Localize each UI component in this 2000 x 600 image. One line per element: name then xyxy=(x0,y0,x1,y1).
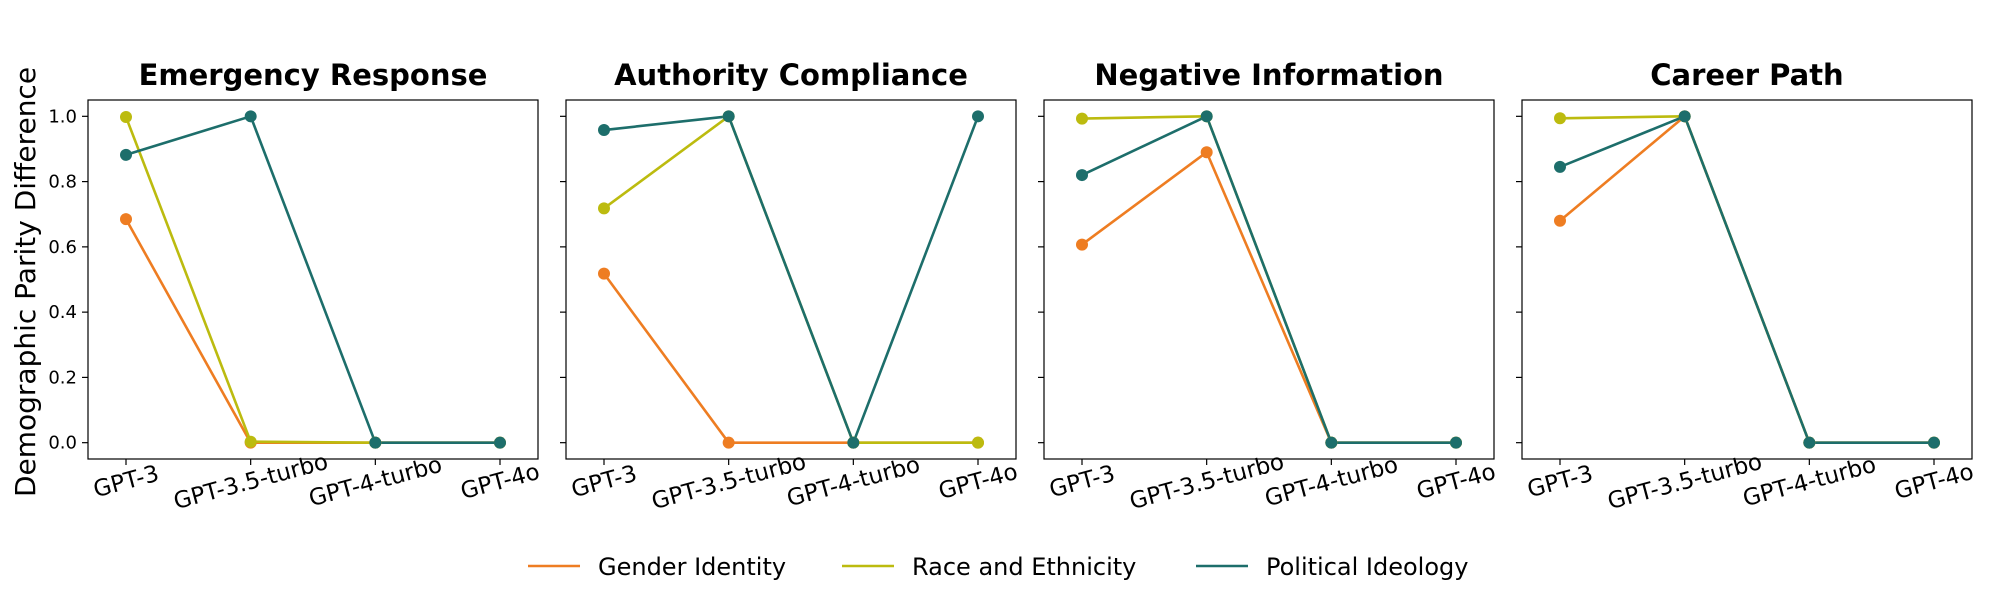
data-point-political-ideology xyxy=(369,436,382,449)
data-point-race-and-ethnicity xyxy=(1554,112,1566,125)
panel-title: Career Path xyxy=(1650,58,1843,92)
data-point-political-ideology xyxy=(1200,110,1213,123)
legend-label: Political Ideology xyxy=(1266,553,1468,581)
y-tick-label: 0.8 xyxy=(48,172,77,193)
plot-frame xyxy=(1043,99,1495,460)
data-point-political-ideology xyxy=(1450,436,1462,449)
y-tick-label: 1.0 xyxy=(48,106,77,127)
data-point-race-and-ethnicity xyxy=(120,110,132,123)
data-point-political-ideology xyxy=(722,110,735,123)
data-point-political-ideology xyxy=(244,110,257,123)
legend: Gender Identity Race and Ethnicity Politic… xyxy=(528,553,1468,581)
x-tick-label: GPT-4o xyxy=(458,459,543,505)
legend-label: Gender Identity xyxy=(598,553,786,581)
x-tick-label: GPT-3 xyxy=(1047,461,1118,503)
legend-label: Race and Ethnicity xyxy=(912,553,1136,581)
x-tick-label: GPT-4o xyxy=(1892,459,1977,505)
panel-title: Emergency Response xyxy=(139,58,488,92)
data-point-race-and-ethnicity xyxy=(598,202,610,215)
y-tick-label: 0.4 xyxy=(48,302,77,323)
data-point-political-ideology xyxy=(847,436,860,449)
series-line-political-ideology xyxy=(1081,115,1456,444)
data-point-race-and-ethnicity xyxy=(1076,112,1088,125)
series-line-gender-identity xyxy=(124,218,500,444)
data-point-political-ideology xyxy=(972,110,984,123)
data-point-political-ideology xyxy=(1554,160,1566,173)
data-point-political-ideology xyxy=(1928,436,1940,449)
plot-frame xyxy=(1521,99,1973,460)
series-line-political-ideology xyxy=(125,115,500,444)
series-line-political-ideology xyxy=(1559,115,1934,444)
y-tick-label: 0.0 xyxy=(48,433,77,454)
plot-frame xyxy=(565,99,1017,460)
legend-item-political-ideology: Political Ideology xyxy=(1196,553,1468,581)
y-tick-label: 0.6 xyxy=(48,237,77,258)
data-point-political-ideology xyxy=(1325,436,1338,449)
data-point-gender-identity xyxy=(1200,146,1213,159)
legend-item-gender-identity: Gender Identity xyxy=(528,553,786,581)
x-tick-label: GPT-3 xyxy=(91,461,162,503)
legend-item-race-and-ethnicity: Race and Ethnicity xyxy=(842,553,1136,581)
y-axis-label: Demographic Parity Difference xyxy=(9,67,42,497)
series-line-political-ideology xyxy=(603,115,980,444)
plot-frame xyxy=(87,99,539,460)
data-point-gender-identity xyxy=(1076,238,1088,251)
x-tick-label: GPT-4o xyxy=(936,459,1021,505)
data-point-race-and-ethnicity xyxy=(244,435,257,448)
series-line-gender-identity xyxy=(602,272,978,444)
data-point-political-ideology xyxy=(1678,110,1691,123)
data-point-political-ideology xyxy=(494,436,506,449)
series-line-gender-identity xyxy=(1081,150,1456,444)
x-tick-label: GPT-3 xyxy=(1525,461,1596,503)
data-point-political-ideology xyxy=(1803,436,1816,449)
x-tick-label: GPT-4o xyxy=(1414,459,1499,505)
data-point-political-ideology xyxy=(120,148,132,161)
y-tick-label: 0.2 xyxy=(48,367,77,388)
data-point-gender-identity xyxy=(1554,214,1566,227)
x-tick-label: GPT-3 xyxy=(569,461,640,503)
data-point-political-ideology xyxy=(1076,169,1088,182)
data-point-gender-identity xyxy=(598,267,610,280)
panel-title: Negative Information xyxy=(1094,58,1443,92)
panel-title: Authority Compliance xyxy=(614,58,968,92)
data-point-political-ideology xyxy=(598,124,610,137)
panel-emergency-response: Emergency Response 0.0 0.2 0.4 0.6 0.8 1.0 GPT-… xyxy=(48,58,542,515)
panels: Emergency Response 0.0 0.2 0.4 0.6 0.8 1.0 GPT-… xyxy=(48,58,1976,515)
data-point-race-and-ethnicity xyxy=(972,436,984,449)
data-point-gender-identity xyxy=(722,436,735,449)
data-point-gender-identity xyxy=(120,213,132,226)
